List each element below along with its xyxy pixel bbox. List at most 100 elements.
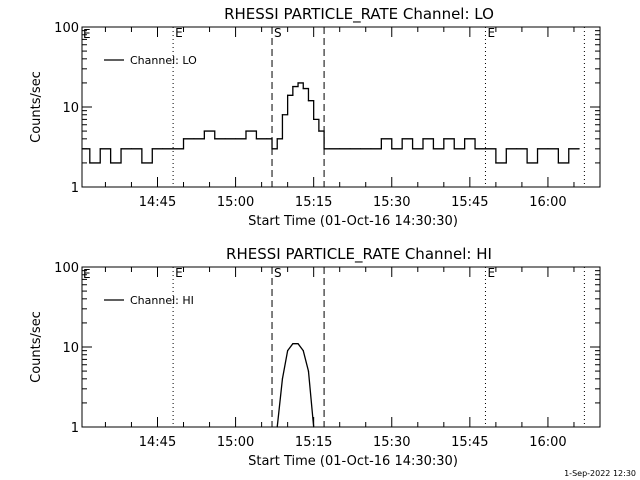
data-point	[182, 138, 185, 140]
data-point	[401, 138, 403, 140]
corner-label: E	[83, 267, 91, 281]
x-tick-label: 15:00	[217, 435, 254, 450]
data-point	[292, 85, 294, 88]
data-point	[162, 148, 164, 150]
data-point	[172, 148, 174, 150]
data-point	[214, 138, 216, 140]
data-point	[307, 370, 310, 372]
y-tick-label: 1	[71, 421, 79, 436]
data-point	[281, 114, 284, 116]
x-tick-label: 15:30	[373, 435, 410, 450]
axes-frame	[81, 26, 601, 188]
x-tick-label: 15:45	[451, 195, 488, 210]
data-point	[193, 138, 195, 140]
x-tick-label: 16:00	[529, 195, 566, 210]
data-point	[495, 162, 497, 164]
data-point	[359, 148, 362, 150]
x-axis-label: Start Time (01-Oct-16 14:30:30)	[248, 214, 458, 229]
data-point	[287, 94, 289, 96]
data-point	[411, 148, 414, 150]
data-point	[505, 148, 507, 150]
data-point	[349, 148, 351, 150]
data-point	[318, 130, 320, 132]
data-point	[271, 148, 273, 150]
x-tick-label: 15:00	[217, 195, 254, 210]
data-point	[141, 162, 143, 164]
data-point	[151, 148, 153, 150]
data-point	[245, 130, 247, 132]
data-point	[110, 162, 112, 164]
chart-title: RHESSI PARTICLE_RATE Channel: LO	[224, 5, 494, 24]
data-point	[464, 138, 466, 140]
axes-frame	[81, 266, 601, 428]
data-point	[255, 138, 258, 140]
data-point	[313, 118, 315, 120]
data-point	[547, 148, 549, 150]
data-point	[302, 350, 304, 352]
data-point	[307, 100, 310, 102]
data-point	[276, 426, 278, 428]
marker-label: S	[274, 26, 282, 40]
x-tick-label: 14:45	[139, 195, 176, 210]
data-point	[516, 148, 518, 150]
data-point	[370, 148, 372, 150]
data-point	[474, 148, 476, 150]
x-tick-label: 15:45	[451, 435, 488, 450]
data-point	[443, 138, 445, 140]
data-point	[380, 138, 382, 140]
y-tick-label: 100	[54, 261, 79, 276]
x-axis-label: Start Time (01-Oct-16 14:30:30)	[248, 454, 458, 469]
data-point	[281, 378, 284, 380]
x-tick-label: 14:45	[139, 435, 176, 450]
data-point	[578, 148, 580, 150]
y-axis-label: Counts/sec	[29, 71, 44, 143]
lo-channel-panel: RHESSI PARTICLE_RATE Channel: LO 1 10 100 14…	[29, 5, 601, 229]
data-point	[432, 148, 435, 150]
data-point	[328, 148, 330, 150]
x-tick-label: 15:15	[295, 195, 332, 210]
data-point	[422, 138, 424, 140]
y-tick-label: 1	[71, 181, 79, 196]
marker-label: S	[274, 266, 282, 280]
data-point	[297, 82, 299, 84]
legend-label: Channel: HI	[130, 294, 194, 307]
marker-label: E	[175, 26, 183, 40]
data-point	[297, 343, 299, 345]
data-point	[287, 350, 289, 352]
data-point	[130, 148, 133, 150]
y-tick-label: 10	[62, 101, 79, 116]
data-point	[323, 148, 325, 150]
data-point	[234, 138, 237, 140]
y-axis-label: Counts/sec	[29, 311, 44, 383]
marker-label: E	[175, 266, 183, 280]
data-point	[89, 162, 91, 164]
hi-channel-panel: RHESSI PARTICLE_RATE Channel: HI 1 10 100 14…	[29, 245, 601, 469]
data-point	[276, 138, 278, 140]
chart-title: RHESSI PARTICLE_RATE Channel: HI	[226, 245, 492, 264]
data-point	[557, 162, 559, 164]
data-point	[99, 148, 101, 150]
data-point	[81, 148, 83, 150]
y-tick-label: 10	[62, 341, 79, 356]
data-point	[120, 148, 122, 150]
x-tick-label: 15:30	[373, 195, 410, 210]
series-line	[82, 82, 580, 164]
data-point	[292, 343, 294, 345]
data-point	[266, 138, 268, 140]
data-point	[484, 148, 487, 150]
y-tick-label: 100	[54, 21, 79, 36]
data-point	[224, 138, 226, 140]
data-point	[453, 148, 455, 150]
data-point	[339, 148, 341, 150]
x-tick-label: 15:15	[295, 435, 332, 450]
footer-timestamp: 1-Sep-2022 12:30	[564, 469, 636, 478]
marker-label: E	[487, 266, 495, 280]
data-point	[391, 148, 393, 150]
data-point	[536, 148, 539, 150]
data-point	[313, 426, 315, 428]
x-tick-label: 16:00	[529, 435, 566, 450]
legend-label: Channel: LO	[130, 54, 197, 67]
data-point	[203, 130, 205, 132]
data-point	[526, 162, 528, 164]
